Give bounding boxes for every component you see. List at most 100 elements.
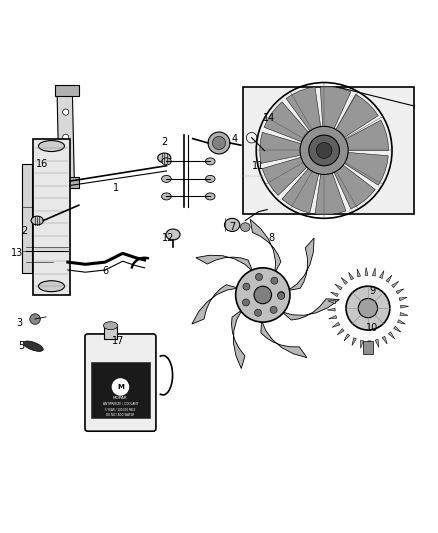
Polygon shape <box>401 305 409 308</box>
Circle shape <box>212 136 226 150</box>
Polygon shape <box>196 255 253 271</box>
Polygon shape <box>399 297 407 301</box>
Polygon shape <box>396 289 404 294</box>
Polygon shape <box>320 86 351 134</box>
Ellipse shape <box>39 141 64 151</box>
Circle shape <box>255 273 262 280</box>
Text: 12: 12 <box>162 233 175 243</box>
Polygon shape <box>232 310 245 368</box>
Polygon shape <box>352 338 357 345</box>
Polygon shape <box>330 292 338 296</box>
Text: 13: 13 <box>11 248 24 259</box>
Polygon shape <box>379 271 384 279</box>
Text: 7: 7 <box>229 222 235 232</box>
Text: 4: 4 <box>231 134 237 144</box>
Ellipse shape <box>23 341 43 351</box>
Circle shape <box>254 309 261 316</box>
Circle shape <box>300 126 348 174</box>
Polygon shape <box>375 340 379 348</box>
Text: 1: 1 <box>113 183 119 192</box>
Circle shape <box>346 286 390 330</box>
Bar <box>55 177 79 188</box>
Polygon shape <box>262 155 311 196</box>
Polygon shape <box>400 312 408 316</box>
Polygon shape <box>261 320 307 358</box>
Circle shape <box>254 286 272 304</box>
Polygon shape <box>357 269 360 277</box>
Ellipse shape <box>240 223 250 231</box>
Bar <box>91 362 150 418</box>
Polygon shape <box>332 322 340 327</box>
Polygon shape <box>335 284 342 290</box>
Ellipse shape <box>225 219 240 231</box>
Polygon shape <box>372 268 375 276</box>
Polygon shape <box>382 336 387 344</box>
Ellipse shape <box>166 229 180 240</box>
Ellipse shape <box>205 158 215 165</box>
Text: 10: 10 <box>366 323 378 333</box>
Ellipse shape <box>205 175 215 182</box>
Text: 5 YEAR / 100,000 MILE: 5 YEAR / 100,000 MILE <box>105 408 136 412</box>
Polygon shape <box>394 326 401 332</box>
Polygon shape <box>368 341 371 349</box>
Circle shape <box>278 293 285 300</box>
Circle shape <box>316 142 332 158</box>
Polygon shape <box>282 299 339 320</box>
Bar <box>363 341 373 354</box>
FancyBboxPatch shape <box>85 334 156 431</box>
Polygon shape <box>332 161 375 209</box>
Polygon shape <box>333 94 378 141</box>
Circle shape <box>63 109 69 115</box>
Ellipse shape <box>162 158 171 165</box>
Polygon shape <box>365 268 368 276</box>
Circle shape <box>270 306 277 313</box>
Circle shape <box>243 283 250 290</box>
Text: 6: 6 <box>102 266 108 276</box>
Circle shape <box>243 299 250 306</box>
Text: ANTIFREEZE / COOLANT: ANTIFREEZE / COOLANT <box>103 402 138 407</box>
Text: 16: 16 <box>35 159 48 168</box>
Polygon shape <box>386 275 392 282</box>
Bar <box>22 164 32 273</box>
Text: 5: 5 <box>18 341 24 351</box>
Circle shape <box>271 277 278 284</box>
Polygon shape <box>327 308 335 311</box>
Bar <box>55 85 79 96</box>
Polygon shape <box>349 272 353 280</box>
Text: 11: 11 <box>252 161 265 171</box>
Text: 3: 3 <box>17 318 23 328</box>
Polygon shape <box>328 316 337 319</box>
Bar <box>243 87 414 214</box>
Polygon shape <box>328 301 336 304</box>
Circle shape <box>309 135 339 166</box>
Polygon shape <box>260 132 307 164</box>
Polygon shape <box>341 278 347 285</box>
Circle shape <box>278 292 285 298</box>
Circle shape <box>63 159 69 166</box>
Ellipse shape <box>39 281 64 292</box>
Text: 2: 2 <box>21 227 27 237</box>
Circle shape <box>112 378 129 395</box>
Text: 9: 9 <box>369 286 375 296</box>
Ellipse shape <box>205 193 215 200</box>
Text: 2: 2 <box>161 136 167 147</box>
Polygon shape <box>344 334 350 341</box>
Ellipse shape <box>103 322 118 329</box>
Circle shape <box>30 314 40 324</box>
Ellipse shape <box>31 216 43 225</box>
Text: M: M <box>117 384 124 390</box>
Circle shape <box>63 134 69 140</box>
Ellipse shape <box>162 175 171 182</box>
Polygon shape <box>282 164 320 213</box>
Polygon shape <box>288 238 314 290</box>
Text: 17: 17 <box>112 336 124 346</box>
Polygon shape <box>192 285 238 324</box>
Polygon shape <box>337 328 344 335</box>
Polygon shape <box>57 87 74 188</box>
Bar <box>33 140 70 295</box>
Polygon shape <box>339 152 388 185</box>
Polygon shape <box>250 220 281 273</box>
Circle shape <box>208 132 230 154</box>
Text: MOPAR: MOPAR <box>113 396 128 400</box>
Circle shape <box>236 268 290 322</box>
